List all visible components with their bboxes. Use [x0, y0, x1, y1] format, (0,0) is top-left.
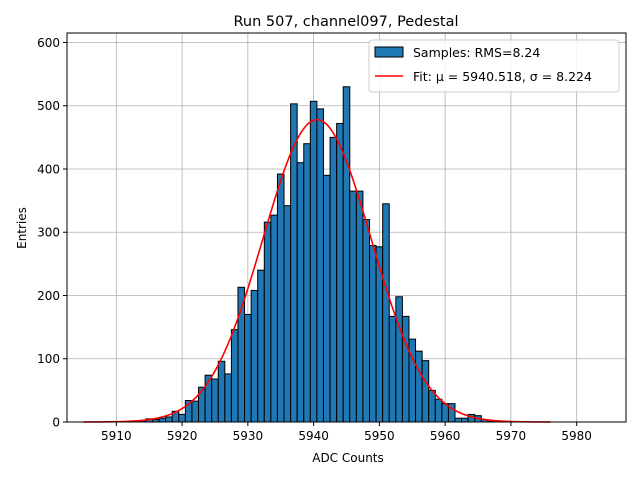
histogram-bar — [355, 190, 364, 423]
histogram-bar — [322, 174, 331, 423]
histogram-bar — [461, 417, 469, 423]
x-tick-label: 5930 — [233, 429, 264, 443]
y-tick-label: 500 — [37, 99, 60, 113]
y-tick-label: 200 — [37, 289, 60, 303]
y-axis-label: Entries — [15, 207, 29, 249]
gaussian-fit-line — [83, 118, 551, 423]
histogram-bar — [421, 360, 430, 423]
x-tick-label: 5950 — [364, 429, 395, 443]
histogram-bar — [428, 389, 436, 423]
y-tick-label: 100 — [37, 352, 60, 366]
histogram-bar — [434, 398, 443, 423]
histogram-bar — [224, 373, 232, 423]
histogram-bar — [395, 296, 403, 423]
histogram-bar — [336, 122, 344, 423]
histogram-bar — [415, 350, 423, 423]
histogram-bar — [217, 360, 226, 423]
histogram-bar — [382, 203, 390, 423]
legend-fit-label: Fit: μ = 5940.518, σ = 8.224 — [413, 69, 592, 84]
histogram-bar — [362, 219, 371, 423]
y-axis-ticks: 0 100 200 300 400 500 600 — [37, 36, 67, 430]
histogram-bar — [316, 108, 324, 423]
histogram-bar — [158, 417, 167, 423]
histogram-bar — [230, 329, 239, 423]
histogram-bar — [283, 205, 292, 423]
legend-box — [368, 39, 620, 93]
y-tick-label: 300 — [37, 226, 60, 240]
x-tick-label: 5910 — [101, 429, 132, 443]
histogram-bar — [369, 245, 377, 423]
histogram-bar — [211, 378, 219, 423]
x-tick-label: 5980 — [561, 429, 592, 443]
histogram-bar — [250, 289, 259, 423]
x-tick-label: 5960 — [430, 429, 461, 443]
x-axis-ticks: 5910 5920 5930 5940 5950 5960 5970 5980 — [101, 422, 592, 443]
histogram-bars — [125, 86, 495, 423]
histogram-bar — [270, 214, 278, 423]
histogram-bar — [165, 416, 173, 423]
histogram-bar — [342, 86, 351, 423]
histogram-bar — [191, 400, 200, 423]
histogram-bar — [349, 190, 357, 423]
chart-title: Run 507, channel097, Pedestal — [233, 14, 458, 30]
histogram-bar — [329, 136, 338, 423]
histogram-bar — [401, 315, 410, 423]
histogram-bar — [454, 417, 463, 423]
histogram-bar — [178, 413, 186, 423]
histogram-bar — [263, 221, 272, 423]
histogram-bar — [257, 269, 265, 423]
x-tick-label: 5920 — [167, 429, 198, 443]
x-tick-label: 5970 — [496, 429, 527, 443]
legend-histogram-swatch — [374, 46, 404, 58]
y-tick-label: 600 — [37, 36, 60, 50]
y-tick-label: 400 — [37, 162, 60, 176]
histogram-bar — [388, 315, 397, 423]
x-axis-label: ADC Counts — [312, 451, 384, 465]
legend: Samples: RMS=8.24 Fit: μ = 5940.518, σ =… — [368, 39, 620, 93]
x-tick-label: 5940 — [298, 429, 329, 443]
legend-histogram-label: Samples: RMS=8.24 — [413, 45, 540, 60]
histogram-bar — [244, 313, 252, 423]
y-tick-label: 0 — [52, 416, 60, 430]
histogram-bar — [276, 173, 285, 423]
plot-frame — [66, 32, 627, 423]
histogram-bar — [309, 100, 318, 423]
histogram-bar — [296, 162, 305, 423]
histogram-bar — [303, 143, 311, 423]
